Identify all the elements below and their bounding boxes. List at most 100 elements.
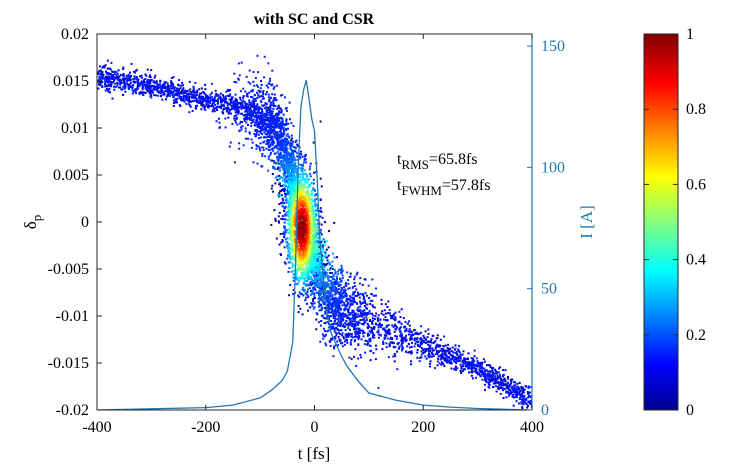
particle-point — [341, 292, 344, 295]
particle-point — [283, 225, 286, 228]
particle-point — [309, 165, 312, 168]
particle-point — [281, 117, 284, 120]
particle-point — [272, 126, 275, 129]
particle-point — [260, 84, 263, 87]
particle-point — [393, 323, 396, 326]
particle-point — [409, 337, 412, 340]
particle-point — [105, 70, 107, 73]
particle-point — [320, 291, 323, 294]
particle-point — [261, 146, 264, 149]
particle-point — [292, 276, 295, 279]
particle-point — [170, 80, 173, 83]
particle-point — [361, 323, 364, 325]
particle-point — [279, 134, 282, 137]
particle-point — [283, 159, 286, 162]
particle-point — [271, 112, 274, 115]
particle-point — [149, 74, 151, 77]
particle-point — [443, 335, 446, 338]
particle-point — [382, 313, 385, 316]
particle-point — [292, 146, 295, 149]
particle-point — [314, 255, 317, 258]
particle-point — [277, 153, 280, 156]
particle-point — [389, 312, 391, 315]
particle-point — [316, 282, 319, 284]
particle-point — [514, 384, 517, 387]
particle-point — [301, 288, 304, 291]
particle-point — [199, 96, 202, 99]
particle-point — [304, 299, 307, 302]
particle-point — [257, 109, 260, 111]
particle-point — [119, 86, 122, 89]
particle-point — [343, 343, 346, 346]
particle-point — [337, 273, 340, 276]
particle-point — [326, 283, 329, 286]
particle-point — [407, 343, 410, 346]
particle-point — [314, 288, 317, 291]
particle-point — [454, 361, 457, 363]
particle-point — [271, 116, 274, 118]
particle-point — [283, 210, 286, 212]
particle-point — [141, 81, 144, 83]
particle-point — [309, 277, 312, 280]
particle-point — [324, 335, 326, 338]
particle-point — [330, 326, 333, 329]
particle-point — [396, 350, 399, 353]
particle-point — [315, 292, 318, 295]
particle-point — [474, 364, 477, 367]
particle-point — [319, 285, 322, 288]
particle-point — [349, 298, 352, 301]
particle-point — [138, 93, 141, 95]
particle-point — [235, 99, 238, 102]
particle-point — [285, 201, 288, 204]
particle-point — [356, 291, 359, 294]
particle-point — [347, 323, 349, 326]
particle-point — [256, 104, 259, 107]
particle-point — [463, 362, 466, 365]
particle-point — [285, 149, 288, 152]
particle-point — [108, 84, 111, 87]
particle-point — [346, 341, 349, 344]
particle-point — [333, 330, 336, 333]
particle-point — [336, 318, 339, 321]
particle-point — [233, 161, 236, 164]
particle-point — [366, 340, 369, 343]
particle-point — [163, 81, 166, 84]
particle-point — [325, 333, 327, 336]
particle-point — [292, 190, 295, 193]
particle-point — [269, 132, 272, 135]
particle-point — [386, 319, 389, 321]
particle-point — [331, 323, 334, 326]
particle-point — [178, 87, 181, 90]
particle-point — [136, 87, 139, 90]
particle-point — [377, 331, 380, 333]
particle-point — [175, 94, 178, 97]
particle-point — [276, 147, 279, 150]
particle-point — [149, 92, 152, 95]
particle-point — [303, 278, 306, 281]
particle-point — [339, 342, 342, 345]
particle-point — [142, 79, 145, 82]
particle-point — [180, 91, 183, 94]
particle-point — [142, 94, 145, 97]
particle-point — [312, 182, 315, 185]
particle-point — [205, 102, 208, 105]
particle-point — [260, 127, 263, 130]
particle-point — [324, 330, 327, 332]
particle-point — [475, 357, 478, 360]
particle-point — [372, 334, 374, 337]
particle-point — [349, 272, 352, 275]
particle-point — [304, 153, 307, 156]
particle-point — [270, 110, 272, 112]
particle-point — [373, 306, 376, 309]
particle-point — [469, 364, 472, 367]
particle-point — [435, 350, 438, 352]
particle-point — [271, 110, 274, 113]
particle-point — [216, 102, 219, 105]
particle-point — [98, 75, 101, 78]
particle-point — [528, 394, 531, 397]
particle-point — [341, 334, 343, 337]
particle-point — [359, 353, 362, 356]
particle-point — [312, 299, 315, 302]
particle-point — [128, 77, 131, 80]
particle-point — [344, 304, 347, 307]
